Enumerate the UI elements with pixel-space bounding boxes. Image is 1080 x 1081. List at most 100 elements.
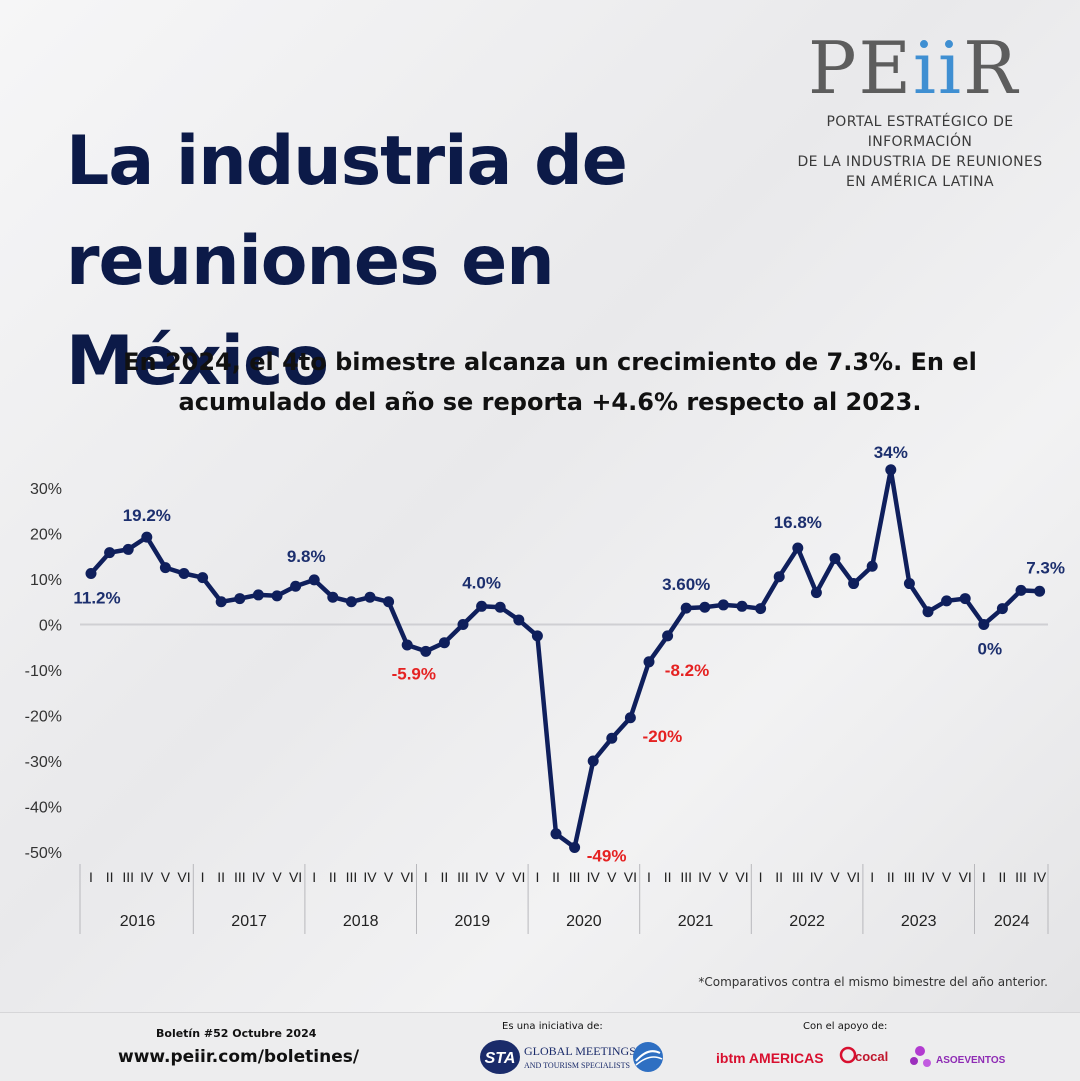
x-tick-label: IV: [475, 869, 489, 885]
data-point: [234, 593, 246, 605]
data-point: [959, 593, 971, 605]
y-tick-label: -30%: [25, 754, 62, 771]
data-point: [252, 589, 264, 601]
data-point: [364, 591, 376, 603]
x-tick-label: V: [161, 869, 171, 885]
x-year-label: 2019: [455, 913, 491, 930]
data-point: [290, 580, 302, 592]
data-point: [141, 531, 153, 543]
x-tick-label: III: [680, 869, 692, 885]
data-label: 0%: [978, 640, 1003, 659]
x-tick-label: I: [759, 869, 763, 885]
x-tick-label: VI: [177, 869, 190, 885]
x-year-label: 2020: [566, 913, 602, 930]
x-tick-label: II: [664, 869, 672, 885]
line-chart: 30%20%10%0%-10%-20%-30%-40%-50%I II III IV V…: [25, 443, 1065, 934]
x-tick-label: I: [312, 869, 316, 885]
sta-name-line1: GLOBAL MEETINGS: [524, 1044, 636, 1058]
data-point: [736, 600, 748, 612]
data-point: [773, 571, 785, 583]
logo-wordmark: PEiiR: [808, 26, 1020, 110]
data-point: [345, 596, 357, 608]
background: [0, 0, 1080, 1012]
data-point: [178, 568, 190, 580]
x-tick-label: V: [384, 869, 394, 885]
sta-name-line2: AND TOURISM SPECIALISTS: [524, 1061, 630, 1070]
data-point: [903, 578, 915, 590]
asoeventos-logo: ASOEVENTOS: [936, 1055, 1006, 1066]
sta-logo: STA GLOBAL MEETINGS AND TOURISM SPECIALI…: [480, 1040, 663, 1074]
x-year-label: 2017: [231, 913, 267, 930]
data-point: [866, 560, 878, 572]
data-label: 7.3%: [1026, 558, 1065, 577]
peiir-logo: PEiiR PORTAL ESTRATÉGICO DE INFORMACIÓN …: [780, 22, 1060, 192]
ibtm-americas-logo: ibtm AMERICAS: [716, 1050, 824, 1066]
data-label: -5.9%: [392, 664, 436, 683]
x-tick-label: II: [887, 869, 895, 885]
data-label: 11.2%: [73, 589, 120, 608]
data-label: 3.60%: [662, 575, 710, 594]
data-point: [438, 637, 450, 649]
sponsor-logos: ibtm AMERICAS cocal ASOEVENTOS: [716, 1046, 1006, 1067]
x-tick-label: IV: [810, 869, 824, 885]
data-point: [662, 630, 674, 642]
data-point: [550, 828, 562, 840]
data-label: 4.0%: [462, 573, 501, 592]
bulletin-url-link[interactable]: www.peiir.com/boletines/: [118, 1047, 360, 1067]
x-tick-label: III: [122, 869, 134, 885]
x-tick-label: VI: [289, 869, 302, 885]
data-point: [531, 630, 543, 642]
data-point: [643, 656, 655, 668]
support-label: Con el apoyo de:: [803, 1021, 888, 1032]
data-point: [885, 464, 897, 476]
data-label: -49%: [587, 846, 627, 865]
x-tick-label: II: [552, 869, 560, 885]
y-tick-label: -10%: [25, 663, 62, 680]
data-point: [457, 619, 469, 630]
chart-footnote: *Comparativos contra el mismo bimestre d…: [698, 975, 1048, 989]
x-year-label: 2023: [901, 913, 937, 930]
x-tick-label: IV: [587, 869, 601, 885]
logo-tagline-line: EN AMÉRICA LATINA: [845, 174, 995, 190]
logo-tagline: PORTAL ESTRATÉGICO DE INFORMACIÓN DE LA …: [780, 112, 1060, 192]
y-tick-label: 20%: [30, 527, 62, 544]
data-point: [383, 596, 395, 608]
data-label: -20%: [643, 727, 683, 746]
x-year-label: 2018: [343, 913, 379, 930]
initiative-label: Es una iniciativa de:: [502, 1021, 603, 1032]
bulletin-label: Boletín #52 Octubre 2024: [156, 1027, 317, 1040]
data-point: [494, 601, 506, 613]
x-tick-label: II: [106, 869, 114, 885]
x-tick-label: IV: [363, 869, 377, 885]
x-tick-label: III: [1015, 869, 1027, 885]
data-point: [197, 572, 209, 584]
data-point: [85, 568, 97, 580]
y-tick-label: -40%: [25, 800, 62, 817]
x-tick-label: VI: [735, 869, 748, 885]
data-label: 34%: [874, 443, 908, 462]
y-tick-label: -50%: [25, 845, 62, 862]
footer: Boletín #52 Octubre 2024 www.peiir.com/b…: [0, 1012, 1080, 1081]
series-line: [88, 467, 1042, 850]
data-point: [420, 645, 432, 657]
data-point: [159, 562, 171, 574]
data-point: [810, 587, 822, 599]
data-point: [569, 841, 581, 853]
x-year-label: 2016: [120, 913, 156, 930]
x-tick-label: IV: [140, 869, 154, 885]
x-year-label: 2024: [994, 913, 1030, 930]
data-point: [587, 755, 599, 767]
page-title: La industria de reuniones en México: [66, 122, 628, 401]
x-tick-label: II: [217, 869, 225, 885]
data-point: [922, 606, 934, 618]
x-tick-label: V: [719, 869, 729, 885]
data-point: [848, 578, 860, 590]
data-point: [476, 600, 488, 612]
data-point: [699, 601, 711, 613]
x-tick-label: V: [272, 869, 282, 885]
x-tick-label: III: [904, 869, 916, 885]
x-tick-label: III: [792, 869, 804, 885]
chart-subtitle: En 2024, el 4to bimestre alcanza un crec…: [123, 348, 977, 416]
data-point: [606, 732, 618, 744]
data-point: [829, 553, 841, 565]
